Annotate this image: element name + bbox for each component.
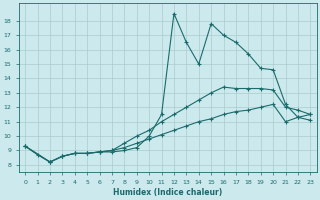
X-axis label: Humidex (Indice chaleur): Humidex (Indice chaleur): [113, 188, 222, 197]
